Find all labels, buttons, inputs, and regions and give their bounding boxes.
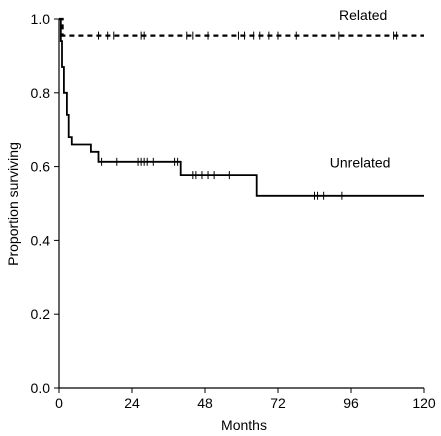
unrelated-survival-curve [59,18,424,197]
x-tick-label: 24 [124,395,140,411]
series-layer [59,17,424,200]
x-tick-label: 48 [197,395,213,411]
x-tick-label: 120 [412,395,436,411]
y-tick-label: 0.2 [31,306,51,322]
y-tick-label: 1.0 [31,11,51,27]
x-tick-label: 0 [55,395,63,411]
y-tick-label: 0.4 [31,232,51,248]
x-axis-label: Months [221,417,267,433]
y-axis-label: Proportion surviving [5,142,21,266]
unrelated-series-label: Unrelated [330,155,391,171]
x-tick-label: 72 [270,395,286,411]
related-series-label: Related [339,7,387,23]
y-tick-label: 0.0 [31,380,51,396]
y-tick-label: 0.8 [31,85,51,101]
x-tick-label: 96 [343,395,359,411]
y-tick-label: 0.6 [31,159,51,175]
axes: 0 24 48 72 96 120 0.0 0.2 0.4 0.6 0.8 1.0 [31,11,436,411]
